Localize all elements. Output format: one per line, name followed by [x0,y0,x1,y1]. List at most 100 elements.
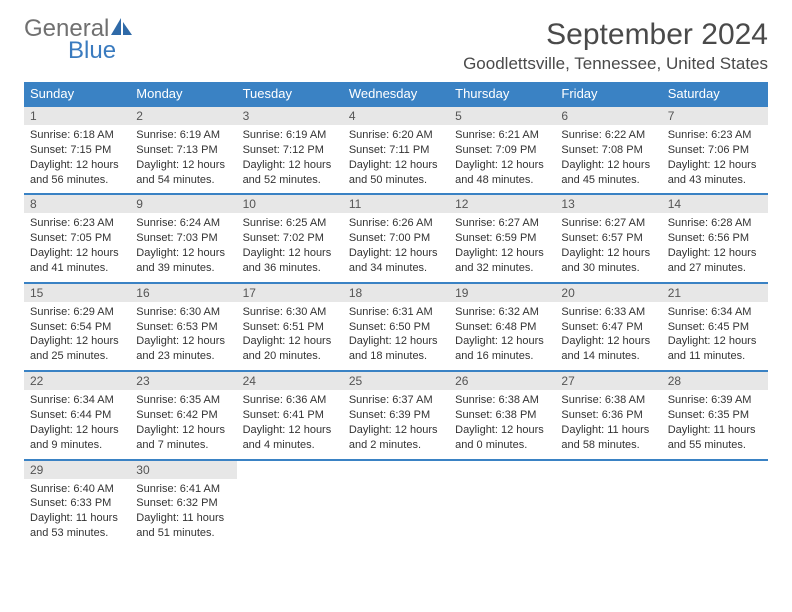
day-body: Sunrise: 6:38 AMSunset: 6:36 PMDaylight:… [555,390,661,458]
sunset-text: Sunset: 7:08 PM [561,143,655,158]
day-cell: 29Sunrise: 6:40 AMSunset: 6:33 PMDayligh… [24,460,130,547]
day-cell [449,460,555,547]
sunrise-text: Sunrise: 6:20 AM [349,128,443,143]
day-body: Sunrise: 6:33 AMSunset: 6:47 PMDaylight:… [555,302,661,370]
day-body: Sunrise: 6:25 AMSunset: 7:02 PMDaylight:… [237,213,343,281]
day-number: 10 [237,195,343,213]
sunset-text: Sunset: 6:47 PM [561,320,655,335]
day-body: Sunrise: 6:23 AMSunset: 7:06 PMDaylight:… [662,125,768,193]
dayname-4: Thursday [449,82,555,106]
day-body: Sunrise: 6:35 AMSunset: 6:42 PMDaylight:… [130,390,236,458]
sunset-text: Sunset: 7:13 PM [136,143,230,158]
sunrise-text: Sunrise: 6:27 AM [561,216,655,231]
sunset-text: Sunset: 6:59 PM [455,231,549,246]
title-block: September 2024 Goodlettsville, Tennessee… [463,18,768,74]
daylight-text: Daylight: 12 hours [349,246,443,261]
daylight-text: Daylight: 12 hours [668,246,762,261]
day-number: 17 [237,284,343,302]
day-body [343,479,449,537]
day-body: Sunrise: 6:24 AMSunset: 7:03 PMDaylight:… [130,213,236,281]
sunset-text: Sunset: 6:35 PM [668,408,762,423]
day-number: 3 [237,107,343,125]
day-body: Sunrise: 6:38 AMSunset: 6:38 PMDaylight:… [449,390,555,458]
daylight-text: Daylight: 12 hours [243,423,337,438]
sunrise-text: Sunrise: 6:23 AM [30,216,124,231]
sunrise-text: Sunrise: 6:34 AM [30,393,124,408]
daylight-text: Daylight: 12 hours [561,334,655,349]
sunrise-text: Sunrise: 6:40 AM [30,482,124,497]
daylight-text: and 9 minutes. [30,438,124,453]
day-number: 27 [555,372,661,390]
sunrise-text: Sunrise: 6:21 AM [455,128,549,143]
daylight-text: Daylight: 11 hours [30,511,124,526]
day-cell: 6Sunrise: 6:22 AMSunset: 7:08 PMDaylight… [555,106,661,194]
daylight-text: and 39 minutes. [136,261,230,276]
day-number [449,461,555,479]
sunrise-text: Sunrise: 6:22 AM [561,128,655,143]
sunrise-text: Sunrise: 6:36 AM [243,393,337,408]
sunrise-text: Sunrise: 6:19 AM [243,128,337,143]
sunset-text: Sunset: 6:42 PM [136,408,230,423]
daylight-text: Daylight: 12 hours [243,158,337,173]
sunrise-text: Sunrise: 6:30 AM [136,305,230,320]
day-number [555,461,661,479]
daylight-text: Daylight: 12 hours [30,246,124,261]
day-cell: 10Sunrise: 6:25 AMSunset: 7:02 PMDayligh… [237,194,343,282]
day-number: 4 [343,107,449,125]
daylight-text: Daylight: 12 hours [349,423,443,438]
day-cell: 28Sunrise: 6:39 AMSunset: 6:35 PMDayligh… [662,371,768,459]
day-cell: 24Sunrise: 6:36 AMSunset: 6:41 PMDayligh… [237,371,343,459]
day-cell: 7Sunrise: 6:23 AMSunset: 7:06 PMDaylight… [662,106,768,194]
daylight-text: Daylight: 12 hours [30,158,124,173]
sunset-text: Sunset: 6:45 PM [668,320,762,335]
day-number: 26 [449,372,555,390]
day-body: Sunrise: 6:19 AMSunset: 7:12 PMDaylight:… [237,125,343,193]
day-number: 15 [24,284,130,302]
daylight-text: Daylight: 12 hours [349,334,443,349]
daylight-text: and 43 minutes. [668,173,762,188]
day-cell: 3Sunrise: 6:19 AMSunset: 7:12 PMDaylight… [237,106,343,194]
daylight-text: and 55 minutes. [668,438,762,453]
day-body: Sunrise: 6:23 AMSunset: 7:05 PMDaylight:… [24,213,130,281]
sunset-text: Sunset: 7:03 PM [136,231,230,246]
daylight-text: and 2 minutes. [349,438,443,453]
sunset-text: Sunset: 7:15 PM [30,143,124,158]
daylight-text: Daylight: 11 hours [668,423,762,438]
sunrise-text: Sunrise: 6:18 AM [30,128,124,143]
sunset-text: Sunset: 7:12 PM [243,143,337,158]
sunrise-text: Sunrise: 6:37 AM [349,393,443,408]
daylight-text: and 7 minutes. [136,438,230,453]
sunrise-text: Sunrise: 6:29 AM [30,305,124,320]
sunrise-text: Sunrise: 6:34 AM [668,305,762,320]
day-body: Sunrise: 6:41 AMSunset: 6:32 PMDaylight:… [130,479,236,547]
sunset-text: Sunset: 6:39 PM [349,408,443,423]
day-body: Sunrise: 6:39 AMSunset: 6:35 PMDaylight:… [662,390,768,458]
day-number: 2 [130,107,236,125]
day-cell: 11Sunrise: 6:26 AMSunset: 7:00 PMDayligh… [343,194,449,282]
day-body: Sunrise: 6:18 AMSunset: 7:15 PMDaylight:… [24,125,130,193]
day-body: Sunrise: 6:34 AMSunset: 6:44 PMDaylight:… [24,390,130,458]
day-number: 6 [555,107,661,125]
sunset-text: Sunset: 6:54 PM [30,320,124,335]
day-body [662,479,768,537]
day-cell [662,460,768,547]
sunset-text: Sunset: 6:53 PM [136,320,230,335]
sunrise-text: Sunrise: 6:23 AM [668,128,762,143]
day-body: Sunrise: 6:28 AMSunset: 6:56 PMDaylight:… [662,213,768,281]
sunrise-text: Sunrise: 6:25 AM [243,216,337,231]
sunrise-text: Sunrise: 6:38 AM [561,393,655,408]
sunset-text: Sunset: 7:06 PM [668,143,762,158]
daylight-text: Daylight: 12 hours [136,246,230,261]
sunset-text: Sunset: 6:48 PM [455,320,549,335]
day-cell: 15Sunrise: 6:29 AMSunset: 6:54 PMDayligh… [24,283,130,371]
day-body: Sunrise: 6:29 AMSunset: 6:54 PMDaylight:… [24,302,130,370]
day-number: 24 [237,372,343,390]
daylight-text: and 53 minutes. [30,526,124,541]
day-cell: 21Sunrise: 6:34 AMSunset: 6:45 PMDayligh… [662,283,768,371]
sunset-text: Sunset: 6:32 PM [136,496,230,511]
day-cell [237,460,343,547]
day-number: 28 [662,372,768,390]
daylight-text: Daylight: 11 hours [136,511,230,526]
sunrise-text: Sunrise: 6:27 AM [455,216,549,231]
dayname-6: Saturday [662,82,768,106]
